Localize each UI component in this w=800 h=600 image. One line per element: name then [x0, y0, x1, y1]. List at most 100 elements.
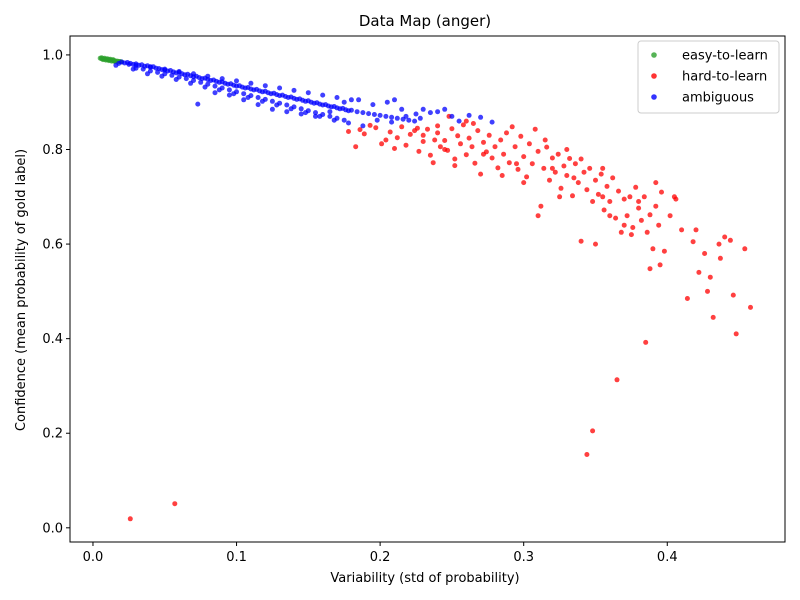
data-point-ambiguous-91 — [412, 118, 418, 124]
data-point-hard-to-learn-49 — [515, 166, 521, 172]
data-point-hard-to-learn-32 — [466, 135, 472, 141]
data-point-ambiguous-156 — [234, 78, 239, 84]
data-point-ambiguous-99 — [183, 76, 189, 82]
data-point-ambiguous-123 — [212, 90, 218, 96]
y-axis: 0.0 0.2 0.4 0.6 0.8 1.0 — [42, 48, 70, 536]
data-point-hard-to-learn-145 — [452, 156, 458, 162]
data-point-ambiguous-80 — [348, 107, 354, 113]
data-point-hard-to-learn-22 — [435, 130, 441, 136]
data-point-hard-to-learn-15 — [407, 131, 413, 137]
data-point-ambiguous-166 — [113, 62, 119, 68]
data-point-ambiguous-97 — [169, 72, 175, 78]
data-point-hard-to-learn-42 — [495, 165, 501, 171]
data-point-ambiguous-86 — [383, 113, 389, 119]
data-point-ambiguous-88 — [394, 115, 400, 121]
data-point-hard-to-learn-41 — [492, 144, 498, 150]
data-point-hard-to-learn-138 — [549, 165, 555, 171]
data-point-ambiguous-125 — [241, 97, 247, 103]
data-point-hard-to-learn-142 — [636, 199, 642, 204]
data-point-hard-to-learn-37 — [481, 139, 486, 145]
data-point-hard-to-learn-93 — [641, 194, 647, 200]
chart-title: Data Map (anger) — [359, 12, 491, 30]
data-point-hard-to-learn-59 — [544, 144, 550, 150]
data-point-hard-to-learn-109 — [707, 274, 713, 280]
data-point-hard-to-learn-64 — [558, 185, 564, 191]
data-point-ambiguous-145 — [466, 112, 472, 118]
data-point-ambiguous-148 — [248, 80, 254, 86]
data-point-hard-to-learn-66 — [564, 173, 570, 178]
data-point-hard-to-learn-67 — [567, 156, 573, 161]
data-point-ambiguous-111 — [269, 98, 275, 104]
data-point-hard-to-learn-23 — [437, 144, 443, 150]
x-tick-label: 0.4 — [657, 550, 678, 565]
data-point-ambiguous-169 — [159, 73, 165, 79]
data-point-ambiguous-87 — [389, 114, 395, 120]
data-point-hard-to-learn-118 — [584, 452, 590, 457]
data-point-ambiguous-117 — [313, 110, 318, 116]
legend-box — [637, 40, 780, 114]
data-point-ambiguous-105 — [226, 87, 232, 93]
data-point-ambiguous-147 — [489, 119, 495, 125]
data-point-hard-to-learn-120 — [614, 377, 620, 383]
data-point-ambiguous-175 — [245, 95, 251, 100]
data-point-hard-to-learn-154 — [542, 137, 548, 143]
data-point-ambiguous-168 — [145, 71, 150, 77]
data-point-ambiguous-134 — [370, 102, 376, 108]
data-point-ambiguous-160 — [176, 69, 182, 74]
data-point-ambiguous-180 — [317, 113, 323, 119]
y-tick-label: 0.0 — [42, 521, 63, 536]
data-point-ambiguous-158 — [205, 73, 211, 79]
data-point-ambiguous-131 — [327, 109, 333, 115]
y-tick-label: 0.2 — [42, 427, 63, 442]
data-point-ambiguous-107 — [241, 91, 247, 97]
data-point-ambiguous-124 — [226, 92, 232, 98]
data-point-ambiguous-149 — [262, 83, 268, 89]
data-point-hard-to-learn-19 — [425, 126, 430, 132]
data-point-hard-to-learn-144 — [481, 151, 486, 157]
data-point-hard-to-learn-61 — [549, 155, 555, 161]
data-point-hard-to-learn-72 — [581, 169, 587, 175]
data-point-hard-to-learn-6 — [367, 122, 373, 128]
data-point-hard-to-learn-20 — [427, 152, 433, 158]
data-point-hard-to-learn-73 — [584, 187, 590, 193]
data-point-hard-to-learn-139 — [571, 175, 577, 181]
data-point-hard-to-learn-26 — [449, 126, 455, 132]
data-point-ambiguous-135 — [384, 99, 390, 105]
data-point-hard-to-learn-48 — [512, 144, 518, 150]
data-point-ambiguous-101 — [198, 79, 204, 85]
data-point-hard-to-learn-123 — [657, 262, 663, 268]
data-point-hard-to-learn-121 — [643, 339, 649, 345]
data-point-hard-to-learn-45 — [504, 130, 509, 136]
y-tick-label: 0.4 — [42, 332, 63, 347]
data-point-hard-to-learn-85 — [618, 229, 624, 235]
data-point-hard-to-learn-112 — [722, 234, 728, 240]
data-point-hard-to-learn-70 — [575, 180, 581, 186]
data-point-ambiguous-93 — [140, 66, 146, 72]
data-point-hard-to-learn-40 — [489, 155, 495, 161]
legend-label-hard-to-learn: hard-to-learn — [682, 70, 767, 85]
legend-marker-ambiguous — [651, 94, 657, 100]
y-tick-label: 1.0 — [42, 48, 63, 63]
data-point-hard-to-learn-99 — [659, 189, 664, 195]
y-tick-label: 0.8 — [42, 143, 63, 158]
data-point-ambiguous-170 — [173, 77, 179, 82]
data-point-hard-to-learn-0 — [127, 516, 133, 522]
data-point-ambiguous-161 — [162, 66, 168, 72]
data-point-hard-to-learn-78 — [598, 171, 604, 177]
data-point-ambiguous-133 — [356, 97, 362, 103]
data-point-hard-to-learn-10 — [387, 129, 393, 135]
x-axis: 0.0 0.1 0.2 0.3 0.4 — [83, 542, 678, 565]
data-point-hard-to-learn-103 — [679, 227, 685, 233]
data-point-ambiguous-141 — [435, 109, 441, 115]
data-point-ambiguous-146 — [478, 114, 484, 120]
x-tick-label: 0.1 — [226, 550, 247, 565]
data-point-hard-to-learn-24 — [442, 138, 448, 143]
data-point-hard-to-learn-83 — [613, 215, 619, 221]
data-point-hard-to-learn-131 — [607, 213, 613, 219]
data-point-ambiguous-167 — [130, 66, 136, 72]
data-point-hard-to-learn-5 — [361, 131, 367, 137]
data-point-ambiguous-138 — [413, 111, 419, 117]
data-point-hard-to-learn-82 — [610, 175, 616, 181]
data-point-ambiguous-126 — [255, 102, 261, 108]
data-point-hard-to-learn-88 — [627, 194, 633, 200]
